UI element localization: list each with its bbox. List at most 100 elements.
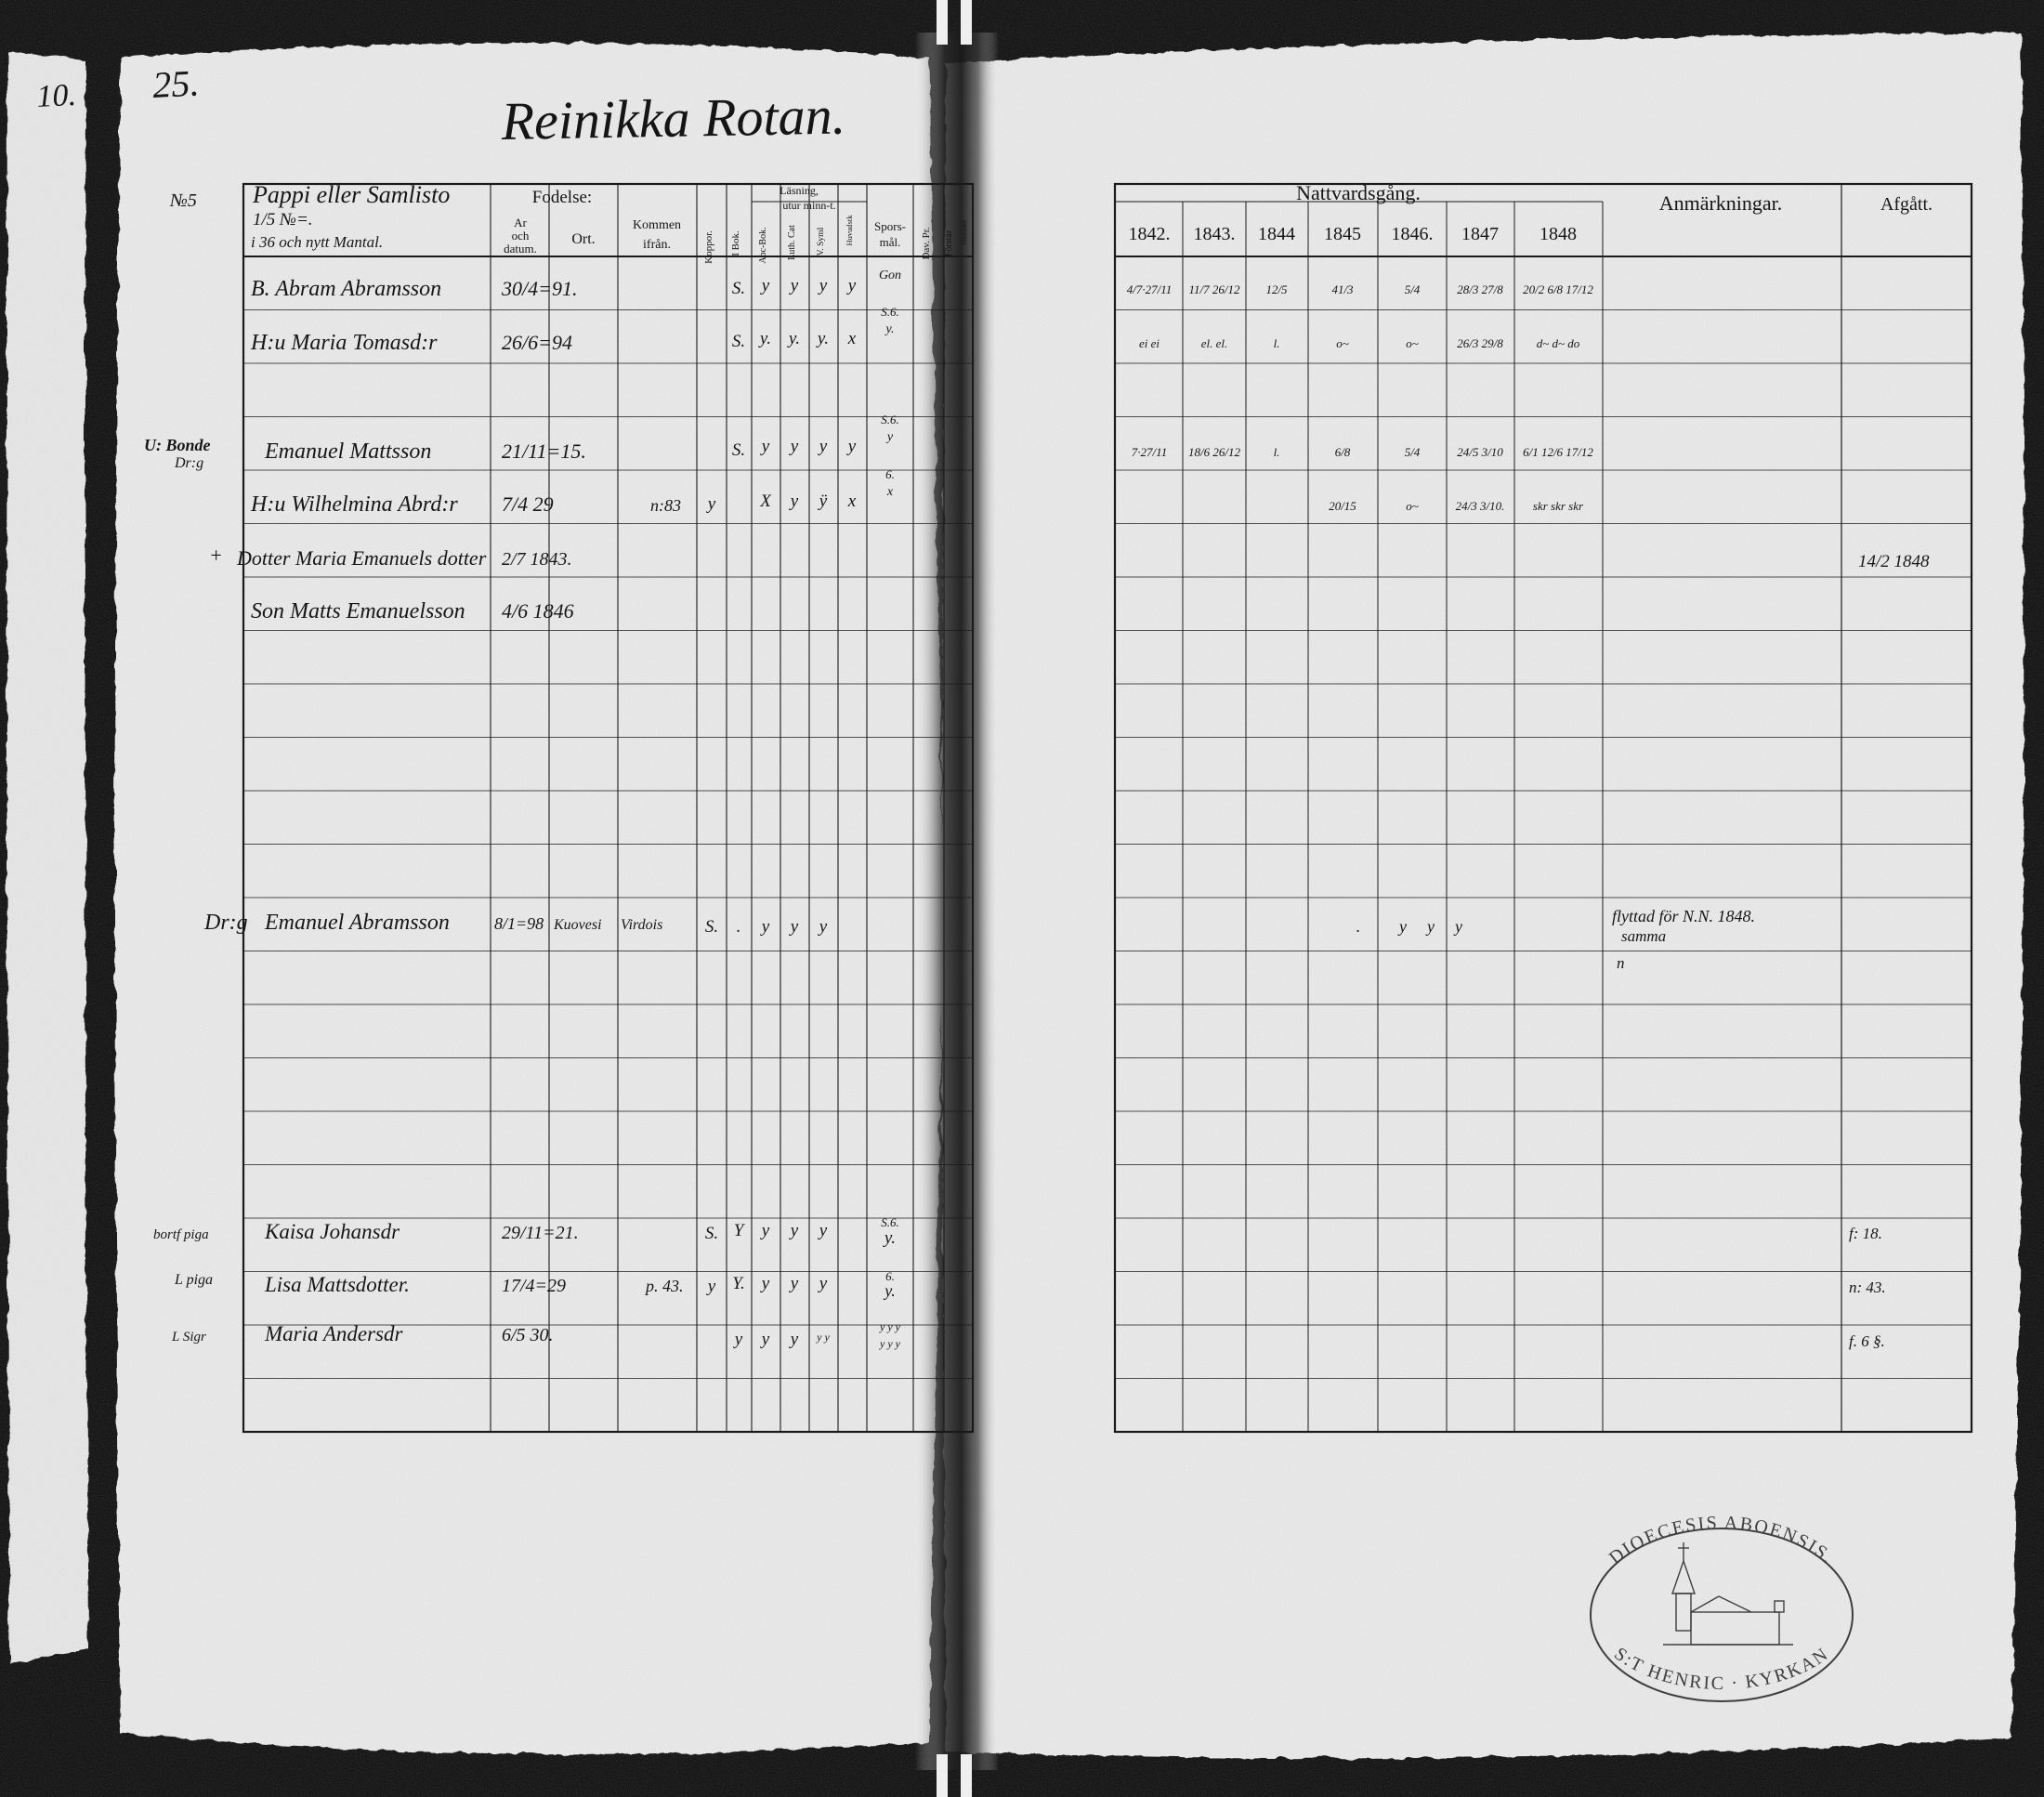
svg-text:26/3 29/8: 26/3 29/8 bbox=[1457, 336, 1503, 350]
svg-text:y: y bbox=[818, 437, 828, 456]
svg-text:y: y bbox=[846, 437, 857, 456]
svg-text:y: y bbox=[846, 276, 857, 295]
svg-text:y: y bbox=[818, 1274, 828, 1293]
svg-text:y: y bbox=[789, 1330, 799, 1349]
svg-text:y: y bbox=[760, 437, 770, 456]
svg-text:28/3 27/8: 28/3 27/8 bbox=[1457, 282, 1503, 296]
svg-text:H:u Wilhelmina Abrd:r: H:u Wilhelmina Abrd:r bbox=[250, 492, 458, 517]
svg-text:l.: l. bbox=[1274, 336, 1280, 350]
svg-text:1842.: 1842. bbox=[1129, 224, 1171, 244]
svg-text:y: y bbox=[1397, 917, 1407, 936]
svg-text:n: n bbox=[1617, 954, 1625, 972]
svg-text:S.: S. bbox=[705, 917, 718, 937]
svg-text:2/7 1843.: 2/7 1843. bbox=[502, 549, 572, 570]
svg-text:S.: S. bbox=[732, 332, 745, 351]
svg-text:20/15: 20/15 bbox=[1329, 499, 1356, 513]
svg-text:Kuovesi: Kuovesi bbox=[553, 917, 602, 933]
svg-text:1846.: 1846. bbox=[1392, 224, 1434, 244]
svg-text:6.: 6. bbox=[885, 467, 895, 481]
svg-text:Huvudstk: Huvudstk bbox=[845, 215, 854, 246]
svg-text:Koppor.: Koppor. bbox=[703, 230, 714, 264]
svg-text:y: y bbox=[1453, 917, 1462, 936]
svg-text:U: Bonde: U: Bonde bbox=[144, 436, 211, 454]
svg-text:y: y bbox=[706, 494, 716, 514]
svg-text:Kommen: Kommen bbox=[633, 218, 681, 232]
svg-text:41/3: 41/3 bbox=[1331, 282, 1354, 296]
svg-text:f: 18.: f: 18. bbox=[1849, 1225, 1882, 1242]
svg-text:H:u Maria Tomasd:r: H:u Maria Tomasd:r bbox=[250, 331, 438, 355]
svg-text:L piga: L piga bbox=[174, 1272, 213, 1288]
svg-text:y: y bbox=[789, 492, 799, 511]
svg-text:y: y bbox=[789, 1274, 799, 1293]
svg-text:6/8: 6/8 bbox=[1335, 445, 1351, 459]
svg-text:25.: 25. bbox=[151, 61, 200, 106]
svg-text:x: x bbox=[847, 329, 857, 348]
svg-text:Spors-: Spors- bbox=[874, 219, 906, 233]
svg-text:S.6.: S.6. bbox=[881, 1215, 899, 1229]
svg-text:4/7·27/11: 4/7·27/11 bbox=[1127, 282, 1173, 296]
svg-text:11/7 26/12: 11/7 26/12 bbox=[1188, 282, 1240, 296]
svg-text:o~: o~ bbox=[1336, 336, 1349, 350]
svg-text:21/11=15.: 21/11=15. bbox=[502, 439, 586, 463]
svg-text:o~: o~ bbox=[1406, 499, 1419, 513]
svg-text:10.: 10. bbox=[35, 78, 76, 114]
svg-text:Ar: Ar bbox=[514, 216, 527, 230]
svg-text:26/6=94: 26/6=94 bbox=[502, 331, 572, 354]
svg-text:Dav. Pr.: Dav. Pr. bbox=[921, 227, 932, 259]
svg-text:mål.: mål. bbox=[880, 235, 901, 249]
svg-text:y: y bbox=[789, 276, 799, 295]
svg-text:S.: S. bbox=[705, 1224, 718, 1243]
svg-text:30/4=91.: 30/4=91. bbox=[501, 277, 577, 300]
svg-text:y.: y. bbox=[883, 1228, 896, 1248]
svg-text:S.: S. bbox=[732, 279, 745, 298]
svg-text:y: y bbox=[789, 437, 799, 456]
svg-text:B. Abram Abramsson: B. Abram Abramsson bbox=[251, 277, 441, 301]
svg-text:y: y bbox=[818, 276, 828, 295]
svg-text:ÿ: ÿ bbox=[818, 492, 828, 511]
svg-text:Y.: Y. bbox=[732, 1274, 745, 1293]
svg-text:Emanuel Abramsson: Emanuel Abramsson bbox=[264, 911, 450, 935]
svg-text:18/6 26/12: 18/6 26/12 bbox=[1188, 445, 1240, 459]
svg-text:y: y bbox=[1425, 917, 1435, 936]
svg-text:flyttad för N.N. 1848.: flyttad för N.N. 1848. bbox=[1612, 907, 1755, 925]
svg-text:20/2 6/8 17/12: 20/2 6/8 17/12 bbox=[1523, 282, 1593, 296]
svg-text:y: y bbox=[733, 1330, 743, 1349]
svg-text:1847: 1847 bbox=[1461, 224, 1499, 244]
svg-text:l.: l. bbox=[1274, 445, 1280, 459]
svg-text:S.6.: S.6. bbox=[881, 305, 899, 319]
svg-text:skr skr skr: skr skr skr bbox=[1533, 499, 1584, 513]
svg-text:S.6.: S.6. bbox=[881, 413, 899, 426]
svg-text:n: 43.: n: 43. bbox=[1849, 1279, 1886, 1296]
svg-text:y: y bbox=[789, 1221, 799, 1240]
svg-text:Dr:g: Dr:g bbox=[174, 455, 203, 471]
svg-text:4/6 1846: 4/6 1846 bbox=[502, 599, 574, 623]
svg-text:och: och bbox=[512, 229, 530, 243]
svg-text:Förstår: Förstår bbox=[944, 230, 954, 256]
svg-text:el. el.: el. el. bbox=[1201, 336, 1228, 350]
svg-text:y: y bbox=[760, 1274, 770, 1293]
svg-text:Lisa Mattsdotter.: Lisa Mattsdotter. bbox=[264, 1273, 410, 1296]
svg-text:y: y bbox=[789, 917, 799, 937]
svg-text:y: y bbox=[885, 430, 894, 444]
svg-text:Dotter Maria Emanuels dotter: Dotter Maria Emanuels dotter bbox=[236, 546, 487, 570]
svg-text:Gon: Gon bbox=[879, 269, 901, 282]
svg-text:7·27/11: 7·27/11 bbox=[1132, 445, 1167, 459]
svg-text:7/4 29: 7/4 29 bbox=[502, 492, 554, 516]
svg-text:17/4=29: 17/4=29 bbox=[502, 1276, 566, 1296]
svg-text:Maria Andersdr: Maria Andersdr bbox=[264, 1322, 403, 1345]
svg-text:12/5: 12/5 bbox=[1265, 282, 1288, 296]
svg-text:14/2 1848: 14/2 1848 bbox=[1858, 552, 1930, 571]
svg-text:ifrån.: ifrån. bbox=[643, 238, 671, 252]
svg-text:29/11=21.: 29/11=21. bbox=[502, 1223, 579, 1243]
svg-text:Anmärkningar.: Anmärkningar. bbox=[1659, 191, 1783, 215]
svg-text:Emanuel Mattsson: Emanuel Mattsson bbox=[264, 439, 431, 464]
svg-text:ei ei: ei ei bbox=[1139, 336, 1160, 350]
svg-text:1/5 №=.: 1/5 №=. bbox=[253, 210, 313, 230]
svg-text:f. 6 §.: f. 6 §. bbox=[1849, 1332, 1885, 1350]
svg-text:bortf piga: bortf piga bbox=[153, 1227, 209, 1242]
svg-text:6/5 30.: 6/5 30. bbox=[502, 1325, 554, 1345]
svg-text:5/4: 5/4 bbox=[1405, 282, 1421, 296]
svg-text:L Sigr: L Sigr bbox=[171, 1330, 206, 1344]
svg-text:V. Syml: V. Syml bbox=[817, 227, 826, 256]
svg-text:.: . bbox=[737, 917, 741, 937]
